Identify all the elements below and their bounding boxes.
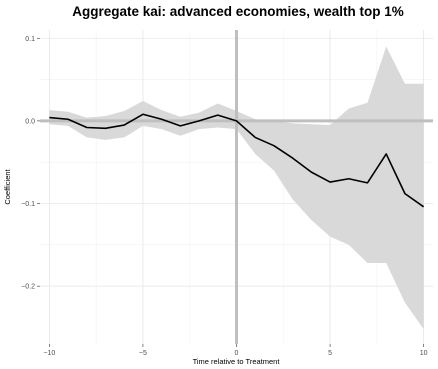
x-tick-label: −5 (139, 350, 147, 357)
x-tick-label: −10 (43, 350, 55, 357)
chart-title: Aggregate kai: advanced economies, wealt… (72, 4, 404, 19)
coefficient-series (49, 113, 425, 208)
x-axis-title: Time relative to Treatment (193, 357, 281, 366)
x-tick-label: 0 (235, 350, 239, 357)
y-tick-label: −0.2 (21, 284, 35, 291)
x-axis-ticks: −10 −5 0 5 10 (43, 344, 428, 357)
x-tick-label: 10 (420, 350, 428, 357)
confidence-band-area (49, 46, 424, 330)
coefficient-line (49, 113, 425, 208)
x-tick-label: 5 (328, 350, 332, 357)
y-axis-title: Coefficient (3, 168, 12, 204)
y-tick-label: 0.0 (25, 118, 35, 125)
y-tick-label: 0.1 (25, 36, 35, 43)
y-tick-label: −0.1 (21, 201, 35, 208)
confidence-band (49, 46, 424, 330)
y-axis-ticks: 0.1 0.0 −0.1 −0.2 (21, 36, 40, 291)
